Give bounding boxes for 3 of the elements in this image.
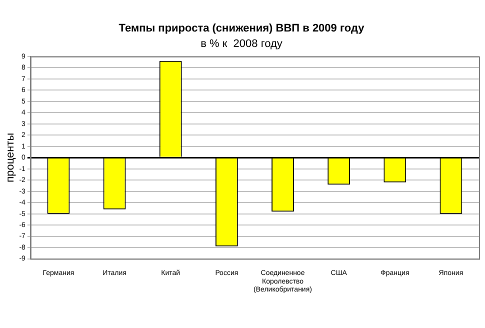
chart-title: Темпы прироста (снижения) ВВП в 2009 году <box>118 22 366 35</box>
y-axis-title: проценты <box>4 132 17 182</box>
chart-subtitle: в % к 2008 году <box>200 38 283 50</box>
